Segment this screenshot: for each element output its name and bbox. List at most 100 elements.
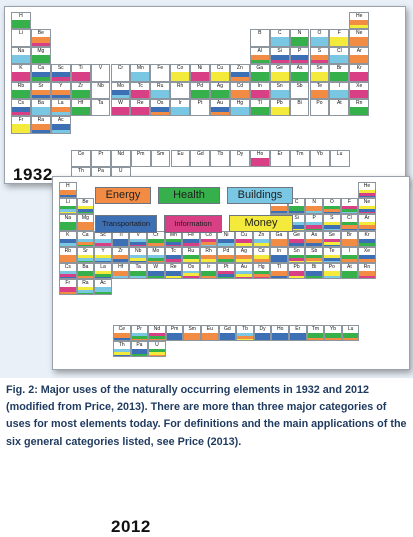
use-category-stripe (341, 212, 358, 214)
element-symbol: Yb (316, 151, 323, 157)
use-category-stripe (290, 37, 309, 46)
use-category-stripe (95, 238, 111, 244)
use-category-stripe (51, 77, 70, 81)
use-category-stripe (77, 257, 94, 262)
element-symbol: Kr (356, 65, 362, 72)
use-category-stripe (359, 254, 375, 260)
use-category-stripe (359, 275, 375, 279)
element-cell-gd: Gd (218, 325, 237, 342)
use-category-stripe (324, 241, 340, 246)
element-cell-mg: Mg (30, 46, 51, 65)
element-symbol: Ba (37, 100, 44, 106)
use-category-stripe (310, 89, 329, 98)
element-symbol: Bi (311, 264, 317, 270)
use-category-stripe (77, 244, 94, 246)
element-symbol: K (66, 231, 70, 238)
use-category-stripe (211, 72, 229, 81)
use-category-stripe (77, 271, 94, 277)
element-cell-os: Os (182, 263, 200, 280)
use-category-stripe (324, 209, 340, 213)
use-category-stripe (166, 333, 183, 341)
use-category-stripe (236, 259, 252, 262)
element-cell-rh: Rh (170, 81, 191, 99)
element-cell-sr: Sr (76, 246, 95, 263)
element-cell-au: Au (210, 99, 230, 117)
element-cell-au: Au (235, 263, 253, 280)
element-cell-sb: Sb (305, 246, 323, 263)
use-category-stripe (290, 54, 309, 61)
use-category-stripe (200, 238, 217, 243)
element-symbol: Ar (356, 47, 362, 54)
use-category-stripe (95, 287, 111, 293)
element-cell-xe: Xe (349, 81, 370, 99)
element-symbol: Na (17, 47, 25, 54)
element-symbol: N (297, 30, 302, 37)
use-category-stripe (237, 336, 253, 340)
use-category-stripe (12, 20, 30, 29)
use-category-stripe (236, 238, 252, 244)
element-cell-fr: Fr (11, 116, 31, 134)
use-category-stripe (341, 271, 358, 279)
use-category-stripe (130, 271, 146, 277)
element-symbol: Si (277, 47, 282, 54)
element-symbol: Tc (137, 82, 143, 89)
use-category-stripe (165, 241, 182, 246)
use-category-stripe (183, 271, 199, 274)
use-category-stripe (183, 273, 199, 277)
element-symbol: V (136, 231, 140, 238)
element-cell-se: Se (309, 64, 330, 82)
use-category-stripe (31, 107, 50, 116)
use-category-stripe (341, 238, 358, 246)
element-cell-sm: Sm (183, 325, 201, 342)
use-category-stripe (111, 107, 130, 116)
element-symbol: Co (205, 231, 212, 238)
element-cell-ba: Ba (30, 99, 51, 117)
use-category-stripe (31, 129, 50, 133)
use-category-stripe (288, 271, 305, 277)
element-symbol: I (348, 247, 351, 254)
element-cell-te: Te (323, 246, 341, 263)
use-category-stripe (77, 293, 94, 295)
use-category-stripe (51, 124, 70, 131)
element-symbol: Au (216, 100, 223, 106)
use-category-stripe (359, 196, 375, 198)
use-category-stripe (77, 241, 94, 246)
element-symbol: Ac (57, 117, 64, 124)
use-category-stripe (253, 259, 270, 262)
use-category-stripe (60, 206, 76, 210)
use-category-stripe (350, 72, 369, 81)
element-symbol: Nb (134, 247, 142, 254)
element-symbol: La (57, 100, 64, 106)
use-category-stripe (149, 355, 165, 357)
element-cell-b: B (249, 29, 270, 47)
use-category-stripe (148, 260, 164, 262)
use-category-stripe (341, 228, 358, 230)
use-category-stripe (148, 238, 164, 244)
element-cell-er: Er (270, 150, 290, 168)
use-category-stripe (95, 277, 111, 279)
use-category-stripe (211, 107, 229, 113)
use-category-stripe (183, 238, 199, 244)
element-cell-kr: Kr (349, 64, 370, 82)
element-cell-re: Re (164, 263, 183, 280)
element-symbol: Pb (276, 100, 283, 106)
element-cell-w: W (147, 263, 165, 280)
element-cell-hf: Hf (70, 99, 91, 117)
element-cell-sn: Sn (269, 81, 290, 99)
use-category-stripe (236, 274, 252, 278)
element-symbol: Po (316, 100, 323, 106)
element-symbol: Te (329, 247, 335, 254)
element-cell-pm: Pm (130, 150, 151, 168)
element-cell-sc: Sc (50, 64, 71, 82)
use-category-stripe (288, 243, 305, 246)
element-symbol: Sr (38, 82, 44, 89)
element-cell-be: Be (76, 198, 95, 215)
element-cell-p: P (305, 214, 323, 231)
element-symbol: Ge (293, 231, 300, 238)
element-cell-he: He (358, 182, 376, 199)
element-cell-n: N (305, 198, 323, 215)
element-symbol: Os (157, 100, 164, 106)
use-category-stripe (95, 291, 111, 295)
element-cell-pr: Pr (90, 150, 111, 168)
use-category-stripe (165, 244, 182, 246)
